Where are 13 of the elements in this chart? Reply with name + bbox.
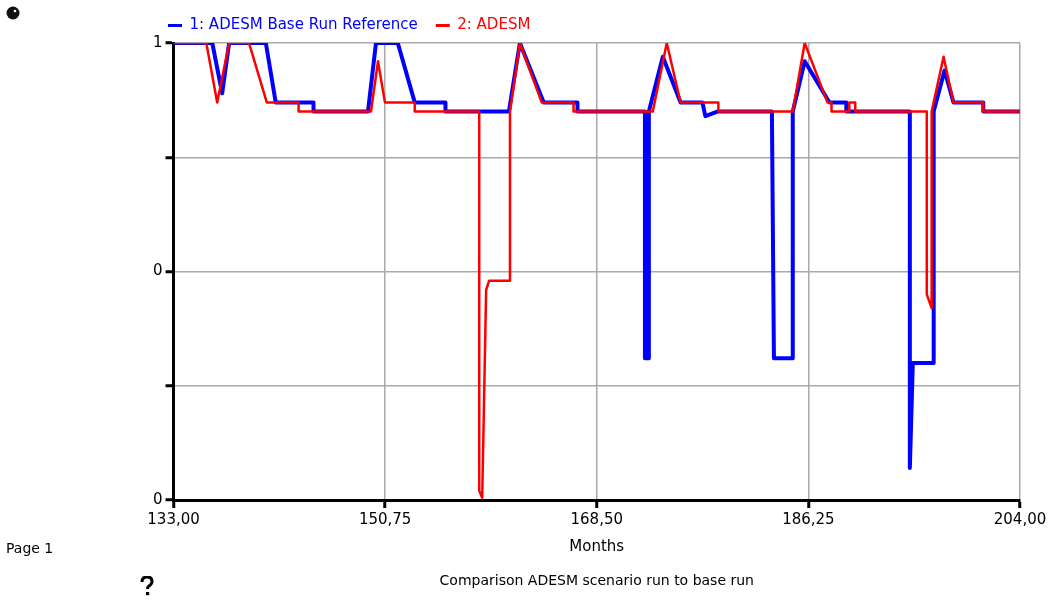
x-tick-label: 186,25 — [782, 509, 835, 528]
legend-label: 2: ADESM — [457, 15, 531, 34]
x-tick-label: 150,75 — [358, 509, 412, 528]
x-tick-label: 204,00 — [993, 509, 1047, 528]
y-tick-label: 1 — [153, 32, 163, 51]
text: Page 1 — [6, 539, 54, 556]
text: Comparison ADESM scenario run to base run — [439, 571, 754, 588]
x-tick-label: 133,00 — [147, 509, 200, 528]
legend-label: 1: ADESM Base Run Reference — [189, 15, 418, 34]
x-tick-label: 168,50 — [570, 509, 624, 528]
x-axis-title: Months — [569, 536, 625, 555]
y-tick-label: 0 — [153, 261, 163, 280]
y-tick-label: 0 — [153, 489, 163, 508]
